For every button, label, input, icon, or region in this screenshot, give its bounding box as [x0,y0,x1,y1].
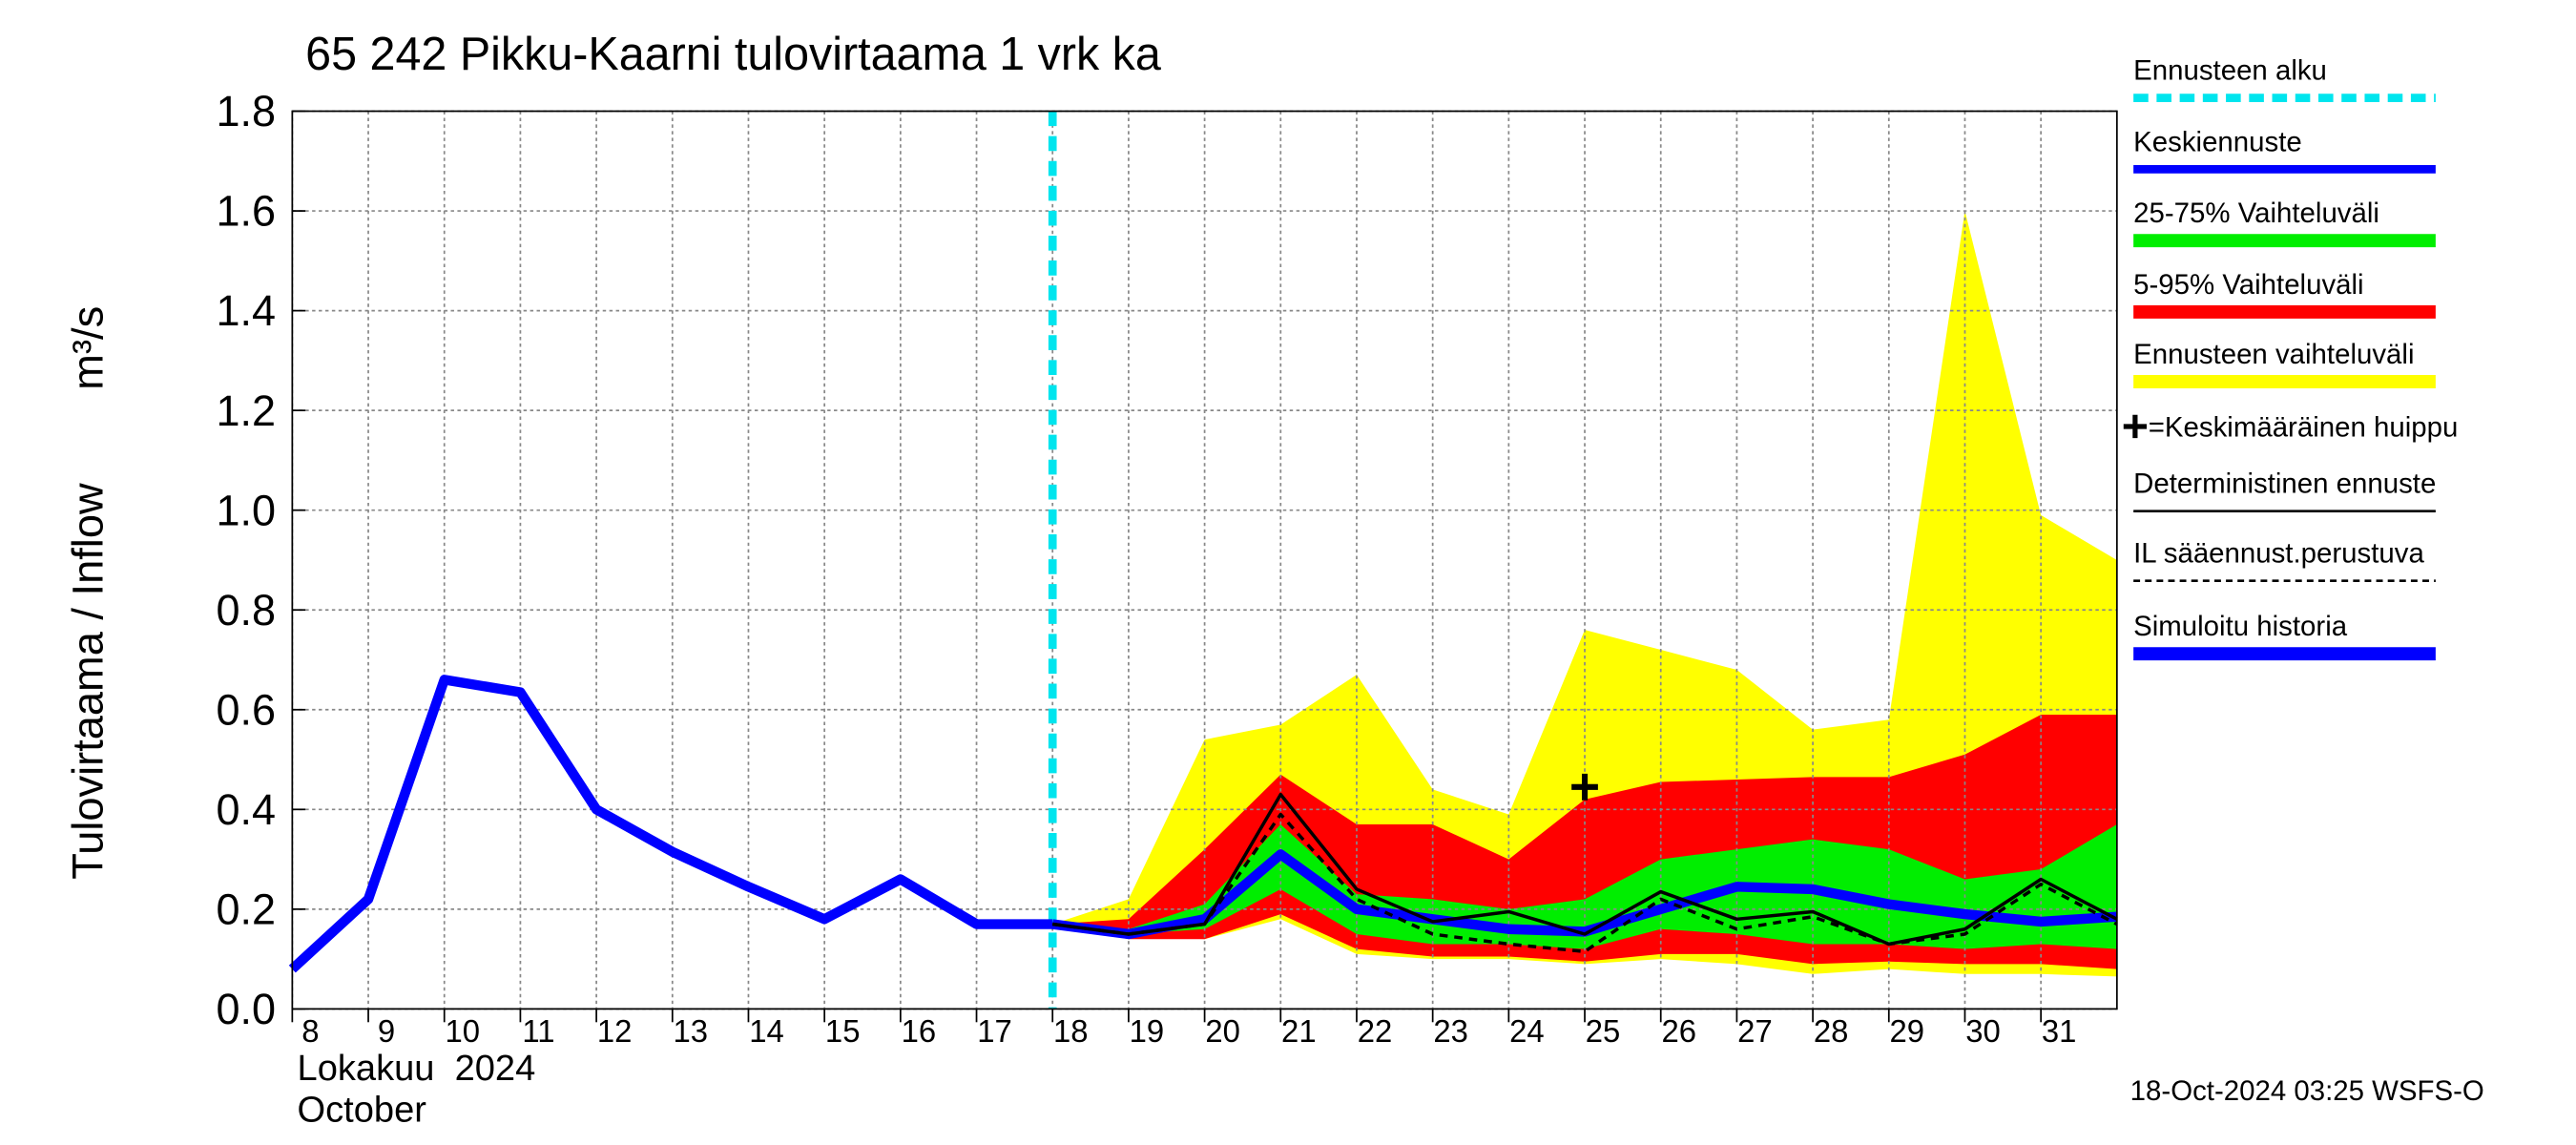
x-tick-label: 17 [977,1013,1012,1049]
x-tick-label: 30 [1965,1013,2001,1049]
legend-label: IL sääennust.perustuva [2133,538,2424,570]
x-tick-label: 10 [445,1013,480,1049]
y-tick-label: 0.6 [217,685,277,734]
y-tick-label: 1.8 [217,87,277,135]
x-tick-label: 21 [1281,1013,1317,1049]
x-tick-label: 14 [749,1013,784,1049]
x-tick-label: 12 [597,1013,633,1049]
x-axis-label: October [298,1090,427,1131]
x-tick-label: 15 [825,1013,861,1049]
y-tick-label: 0.2 [217,885,277,933]
legend: Ennusteen alku Keskiennuste 25-75% Vaihtel… [2123,54,2459,661]
plot-frame [291,110,2118,1010]
legend-label: Keskiennuste [2133,126,2302,157]
footer: 18-Oct-2024 03:25 WSFS-O [2130,1075,2484,1107]
peak-marker [1571,773,1598,801]
x-tick-label: 31 [2042,1013,2077,1049]
series-line [288,675,1053,973]
y-tick-label: 1.6 [217,187,277,236]
legend-label: =Keskimääräinen huippu [2149,411,2459,443]
x-tick-label: 8 [301,1013,319,1049]
x-tick-label: 19 [1130,1013,1165,1049]
x-tick-label: 23 [1433,1013,1468,1049]
series-line [1051,812,2118,954]
x-tick-label: 27 [1737,1013,1773,1049]
x-tick-label: 11 [522,1013,554,1049]
x-axis-label: Lokakuu 2024 [298,1048,536,1089]
x-tick-label: 18 [1053,1013,1089,1049]
legend-label: 25-75% Vaihteluväli [2133,198,2379,229]
band-area [1052,823,2117,949]
x-tick-label: 26 [1661,1013,1696,1049]
legend-marker [2123,414,2147,439]
x-tick-label: 20 [1205,1013,1240,1049]
x-tick-label: 24 [1509,1013,1545,1049]
y-axis-label: Tulovirtaama / Inflow [63,483,112,880]
x-tick-label: 25 [1586,1013,1621,1049]
y-axis-unit: m³/s [63,306,112,390]
legend-label: 5-95% Vaihteluväli [2133,269,2363,301]
legend-label: Ennusteen alku [2133,54,2327,86]
y-tick-label: 0.0 [217,985,277,1033]
y-tick-label: 1.2 [217,386,277,435]
x-tick-label: 29 [1890,1013,1925,1049]
legend-label: Deterministinen ennuste [2133,468,2436,499]
y-tick-label: 1.0 [217,486,277,534]
x-tick-label: 13 [674,1013,709,1049]
y-tick-label: 0.8 [217,586,277,635]
chart-title: 65 242 Pikku-Kaarni tulovirtaama 1 vrk k… [305,29,1162,80]
x-tick-label: 28 [1814,1013,1849,1049]
y-tick-label: 0.4 [217,785,277,834]
series-line [1051,849,2118,940]
y-tick-label: 1.4 [217,286,277,335]
x-tick-label: 16 [902,1013,937,1049]
x-tick-label: 9 [378,1013,395,1049]
x-tick-label: 22 [1358,1013,1393,1049]
legend-label: Ennusteen vaihteluväli [2133,339,2414,370]
series-line [1051,792,2118,947]
legend-label: Simuloitu historia [2133,611,2348,642]
plot-area: 0.0 0.2 0.4 0.6 0.8 1.0 1.2 1.4 1.6 1.8 8 9 10 11 12 13… [217,87,2118,1049]
